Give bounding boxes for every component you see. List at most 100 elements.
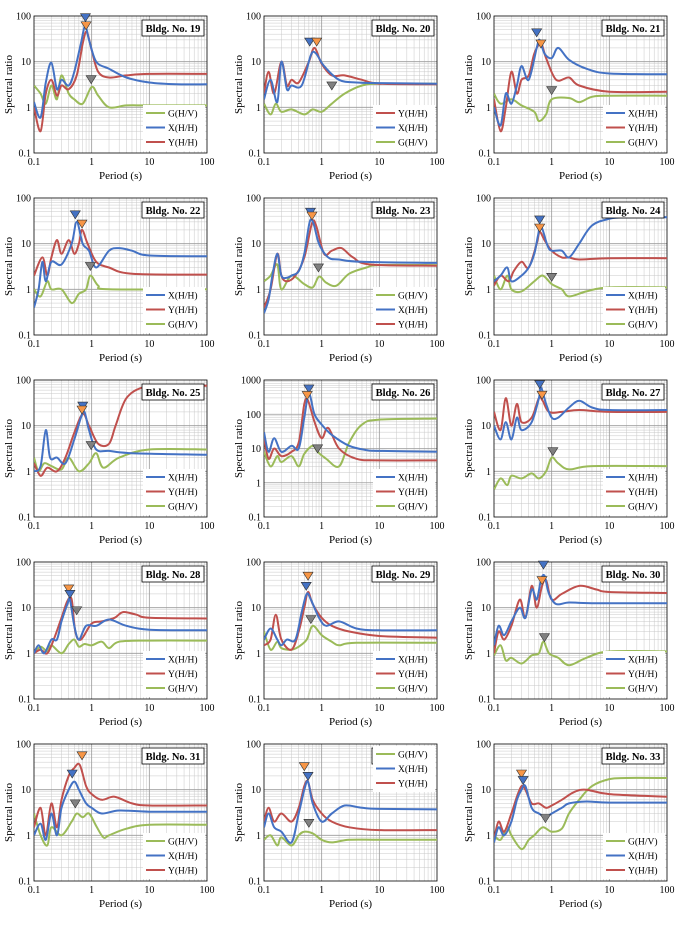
peak-marker [517, 776, 529, 786]
series-lines [264, 46, 437, 116]
x-tick-label: 0.1 [28, 157, 41, 168]
x-tick-label: 1 [89, 521, 94, 532]
x-tick-label: 0.1 [258, 703, 271, 714]
legend-label: X(H/H) [398, 305, 428, 316]
title-box [371, 565, 435, 583]
series-line-g [264, 417, 437, 468]
chart-title: Bldg. No. 26 [371, 383, 435, 401]
x-axis-label: Period (s) [329, 716, 372, 728]
legend-label: X(H/H) [168, 655, 198, 666]
legend-label: X(H/H) [168, 473, 198, 484]
peak-marker [547, 447, 559, 457]
y-axis-label: Spectral ratio [3, 601, 15, 660]
chart-title: Bldg. No. 31 [141, 747, 205, 765]
x-tick-label: 1 [319, 339, 324, 350]
legend-label: X(H/H) [398, 655, 428, 666]
peak-marker [63, 584, 75, 594]
y-tick-label: 0.1 [479, 331, 492, 342]
x-axis-label: Period (s) [99, 352, 142, 364]
y-tick-label: 10 [251, 603, 261, 614]
title-text: Bldg. No. 25 [146, 388, 201, 399]
peak-marker [311, 37, 323, 47]
x-tick-label: 10 [604, 885, 614, 896]
chart-title: Bldg. No. 29 [371, 565, 435, 583]
title-box [141, 747, 205, 765]
series-line-y [34, 30, 207, 133]
x-tick-label: 1 [89, 703, 94, 714]
y-tick-label: 1 [26, 103, 31, 114]
peak-marker [536, 390, 548, 400]
legend: Y(H/H) X(H/H) G(H/V) [373, 105, 435, 151]
x-axis-label: Period (s) [99, 170, 142, 182]
x-tick-label: 10 [144, 157, 154, 168]
y-tick-label: 100 [16, 194, 31, 205]
x-tick-label: 1 [549, 157, 554, 168]
series-line-x [264, 592, 437, 647]
title-text: Bldg. No. 23 [376, 206, 431, 217]
y-tick-label: 1 [256, 649, 261, 660]
y-tick-label: 0.1 [249, 149, 262, 160]
legend-label: Y(H/H) [168, 487, 198, 498]
x-tick-label: 10 [374, 339, 384, 350]
subplot-30: 0.1 1 10 100 0.1 1 10 100 Period (s) Spectral rat… [463, 558, 675, 729]
legend-label: Y(H/H) [628, 123, 658, 134]
peak-marker [546, 272, 558, 282]
plot-frame [263, 379, 438, 518]
chart-title: Bldg. No. 20 [371, 19, 435, 37]
legend-label: X(H/H) [398, 123, 428, 134]
chart-title: Bldg. No. 33 [601, 747, 665, 765]
peak-marker [515, 769, 528, 779]
y-tick-label: 100 [476, 558, 491, 569]
series-line-x [34, 410, 207, 473]
y-tick-label: 0.1 [479, 149, 492, 160]
legend-label: Y(H/H) [398, 487, 428, 498]
chart-title: Bldg. No. 23 [371, 201, 435, 219]
legend: X(H/H) Y(H/H) G(H/V) [143, 287, 205, 333]
y-tick-label: 10 [481, 785, 491, 796]
peak-marker [531, 28, 543, 38]
peak-marker [76, 751, 88, 761]
y-tick-label: 10 [481, 603, 491, 614]
x-tick-label: 1 [89, 339, 94, 350]
series-line-y [264, 397, 437, 462]
legend-label: X(H/H) [168, 291, 198, 302]
y-tick-label: 10 [251, 57, 261, 68]
x-tick-label: 1 [319, 521, 324, 532]
chart-title: Bldg. No. 25 [141, 383, 205, 401]
chart-title: Bldg. No. 19 [141, 19, 205, 37]
title-box [601, 201, 665, 219]
plot-frame [493, 379, 668, 518]
y-tick-label: 0.1 [19, 877, 32, 888]
x-axis-label: Period (s) [329, 898, 372, 910]
x-tick-label: 10 [604, 521, 614, 532]
y-axis-label: Spectral ratio [3, 55, 15, 114]
peak-marker [304, 37, 316, 47]
y-tick-label: 0.1 [19, 149, 32, 160]
series-line-g [34, 812, 207, 847]
subplot-25: 0.1 1 10 100 0.1 1 10 100 Period (s) Spectral rat… [3, 376, 215, 547]
legend-label: Y(H/H) [398, 109, 428, 120]
y-tick-label: 0.1 [479, 877, 492, 888]
series-lines [34, 596, 207, 655]
subplot-33: 0.1 1 10 100 0.1 1 10 100 Period (s) Spectral rat… [463, 740, 675, 911]
y-tick-label: 1 [26, 285, 31, 296]
peak-marker [326, 81, 338, 91]
title-text: Bldg. No. 24 [606, 206, 662, 217]
legend-label: G(H/V) [168, 320, 198, 331]
peak-marker [66, 769, 78, 779]
title-text: Bldg. No. 22 [146, 206, 201, 217]
peak-marker [79, 13, 91, 23]
subplot-26: 0.1 1 10 100 0.1 1 10 100 1000 Period (s) Spectral… [233, 376, 445, 547]
x-tick-label: 0.1 [258, 521, 271, 532]
x-tick-label: 0.1 [28, 885, 41, 896]
y-axis-label: Spectral ratio [463, 419, 475, 478]
legend-label: Y(H/H) [168, 669, 198, 680]
title-box [141, 201, 205, 219]
series-lines [34, 220, 207, 308]
x-tick-label: 100 [660, 157, 675, 168]
x-axis-label: Period (s) [99, 534, 142, 546]
y-tick-label: 10 [21, 603, 31, 614]
y-tick-label: 100 [16, 740, 31, 751]
peak-marker [64, 590, 76, 599]
title-box [141, 383, 205, 401]
